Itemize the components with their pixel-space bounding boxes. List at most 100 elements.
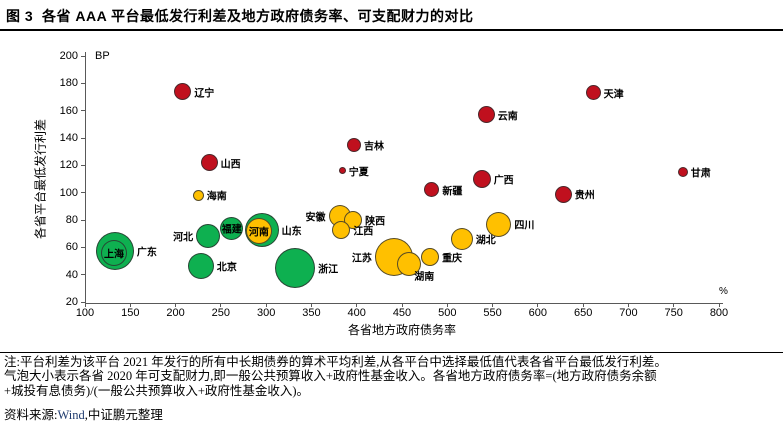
x-tick — [175, 303, 177, 307]
y-tick-label: 100 — [59, 186, 78, 199]
x-tick — [220, 303, 222, 307]
x-tick-label: 750 — [664, 307, 683, 319]
bubble-label-河南: 河南 — [248, 227, 269, 239]
x-axis-unit: % — [719, 286, 728, 297]
source-wind: Wind — [57, 408, 85, 422]
x-tick — [265, 303, 267, 307]
x-tick-label: 200 — [166, 307, 185, 319]
bubble-云南 — [477, 106, 495, 124]
x-tick-label: 550 — [483, 307, 502, 319]
y-tick — [81, 246, 85, 248]
bubble-重庆 — [421, 247, 440, 266]
y-axis-line — [85, 52, 86, 303]
bubble-浙江 — [275, 247, 316, 288]
bubble-北京 — [187, 253, 214, 280]
bubble-label-四川: 四川 — [514, 220, 535, 232]
x-tick-label: 800 — [709, 307, 729, 319]
x-tick — [537, 303, 539, 307]
y-tick — [81, 192, 85, 194]
y-tick — [81, 219, 85, 221]
bubble-label-湖南: 湖南 — [414, 271, 435, 283]
x-tick — [673, 303, 675, 307]
bubble-label-广东: 广东 — [136, 247, 157, 259]
x-tick-label: 650 — [573, 307, 593, 319]
bubble-label-河北: 河北 — [173, 232, 194, 244]
bubble-label-安徽: 安徽 — [305, 212, 326, 224]
y-tick — [81, 55, 85, 57]
bubble-label-上海: 上海 — [103, 249, 124, 261]
note-line-1: 注:平台利差为该平台 2021 年发行的所有中长期债券的算术平均利差,从各平台中… — [4, 355, 667, 369]
bubble-上海 — [100, 239, 127, 266]
x-tick — [627, 303, 629, 307]
x-tick-label: 700 — [619, 307, 638, 319]
y-tick-label: 80 — [65, 214, 78, 226]
bubble-四川 — [486, 211, 512, 237]
y-tick — [81, 110, 85, 112]
source-suffix: ,中证鹏元整理 — [84, 408, 163, 422]
y-tick-label: 60 — [65, 241, 78, 254]
x-tick — [84, 303, 86, 307]
x-tick-label: 450 — [392, 307, 412, 319]
x-tick — [401, 303, 403, 307]
x-axis-title: 各省地方政府债务率 — [347, 323, 457, 337]
x-tick-label: 250 — [211, 307, 231, 319]
x-tick-label: 100 — [75, 307, 95, 319]
title-divider — [0, 29, 783, 31]
bubble-label-山西: 山西 — [220, 159, 241, 171]
bubble-辽宁 — [174, 83, 192, 101]
bubble-宁夏 — [338, 167, 346, 175]
bubble-河南 — [245, 217, 272, 244]
y-tick — [81, 137, 85, 139]
x-tick-label: 600 — [528, 307, 548, 319]
bubble-海南 — [192, 189, 204, 201]
bubble-江西 — [332, 220, 351, 239]
bubble-河北 — [196, 224, 221, 249]
bubble-山西 — [200, 154, 218, 172]
bubble-label-北京: 北京 — [216, 262, 237, 274]
notes-divider — [0, 352, 783, 353]
y-tick-label: 200 — [59, 50, 78, 62]
bubble-甘肃 — [677, 167, 688, 178]
y-tick — [81, 82, 85, 84]
note-line-3: +城投有息债务)/(一般公共预算收入+政府性基金收入)。 — [4, 383, 310, 398]
bubble-label-陕西: 陕西 — [365, 216, 386, 228]
x-tick — [492, 303, 494, 307]
bubble-label-湖北: 湖北 — [475, 235, 496, 247]
bubble-label-吉林: 吉林 — [363, 141, 384, 153]
bubble-湖南 — [397, 251, 422, 276]
bubble-label-江西: 江西 — [353, 226, 374, 238]
x-tick-label: 300 — [256, 307, 276, 319]
bubble-label-重庆: 重庆 — [442, 253, 463, 265]
bubble-label-江苏: 江苏 — [351, 253, 372, 265]
bubble-新疆 — [424, 182, 440, 198]
x-tick-label: 350 — [302, 307, 321, 319]
x-tick — [310, 303, 312, 307]
y-tick-label: 160 — [59, 104, 78, 117]
x-tick — [446, 303, 448, 307]
bubble-label-贵州: 贵州 — [574, 190, 595, 202]
bubble-广西 — [472, 170, 491, 188]
bubble-label-浙江: 浙江 — [318, 264, 339, 276]
bubble-label-天津: 天津 — [603, 89, 624, 101]
x-tick-label: 150 — [121, 307, 140, 319]
y-tick-label: 140 — [59, 132, 78, 144]
bubble-湖北 — [450, 228, 473, 251]
x-tick — [718, 303, 720, 307]
bubble-label-辽宁: 辽宁 — [194, 88, 215, 100]
y-tick-label: 40 — [65, 268, 78, 281]
bubble-label-山东: 山东 — [281, 226, 302, 238]
source-line: 资料来源:Wind,中证鹏元整理 — [4, 404, 780, 423]
y-tick-label: 180 — [59, 77, 78, 90]
x-tick — [356, 303, 358, 307]
bubble-label-云南: 云南 — [497, 111, 518, 123]
bubble-吉林 — [346, 137, 361, 152]
source-prefix: 资料来源: — [4, 408, 58, 422]
x-tick — [129, 303, 131, 307]
bubble-label-福建: 福建 — [221, 224, 242, 236]
x-tick — [582, 303, 584, 307]
bubble-label-甘肃: 甘肃 — [690, 168, 711, 180]
x-tick-label: 500 — [438, 307, 457, 319]
bubble-贵州 — [554, 185, 572, 203]
y-axis-unit: BP — [95, 50, 110, 62]
